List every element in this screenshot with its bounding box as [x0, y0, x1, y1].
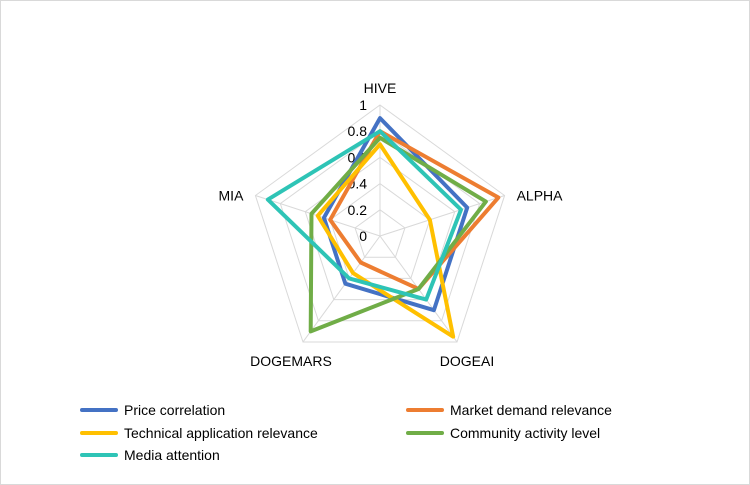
series-line-4	[265, 129, 463, 302]
tick-label: 0	[359, 228, 367, 244]
series-lines	[265, 116, 501, 339]
tick-label: 1	[359, 97, 367, 113]
series-line-2	[315, 142, 456, 339]
category-label: DOGEMARS	[250, 353, 332, 369]
tick-label: 0.2	[348, 202, 368, 218]
series-line-1	[328, 129, 501, 291]
grid-ring-5	[254, 104, 506, 343]
grid-ring-4	[279, 130, 481, 322]
category-label: DOGEAI	[440, 353, 494, 369]
grid-ring-3	[304, 156, 456, 301]
tick-label: 0.8	[348, 123, 368, 139]
category-label: HIVE	[364, 80, 397, 96]
category-labels: HIVE ALPHA DOGEAI DOGEMARS MIA	[219, 80, 564, 369]
category-label: MIA	[219, 188, 245, 204]
grid-spoke-3	[302, 235, 381, 343]
grid-ring-2	[329, 182, 431, 279]
grid-ring-1	[354, 209, 406, 258]
category-label: ALPHA	[517, 188, 564, 204]
series-line-3	[308, 135, 488, 334]
